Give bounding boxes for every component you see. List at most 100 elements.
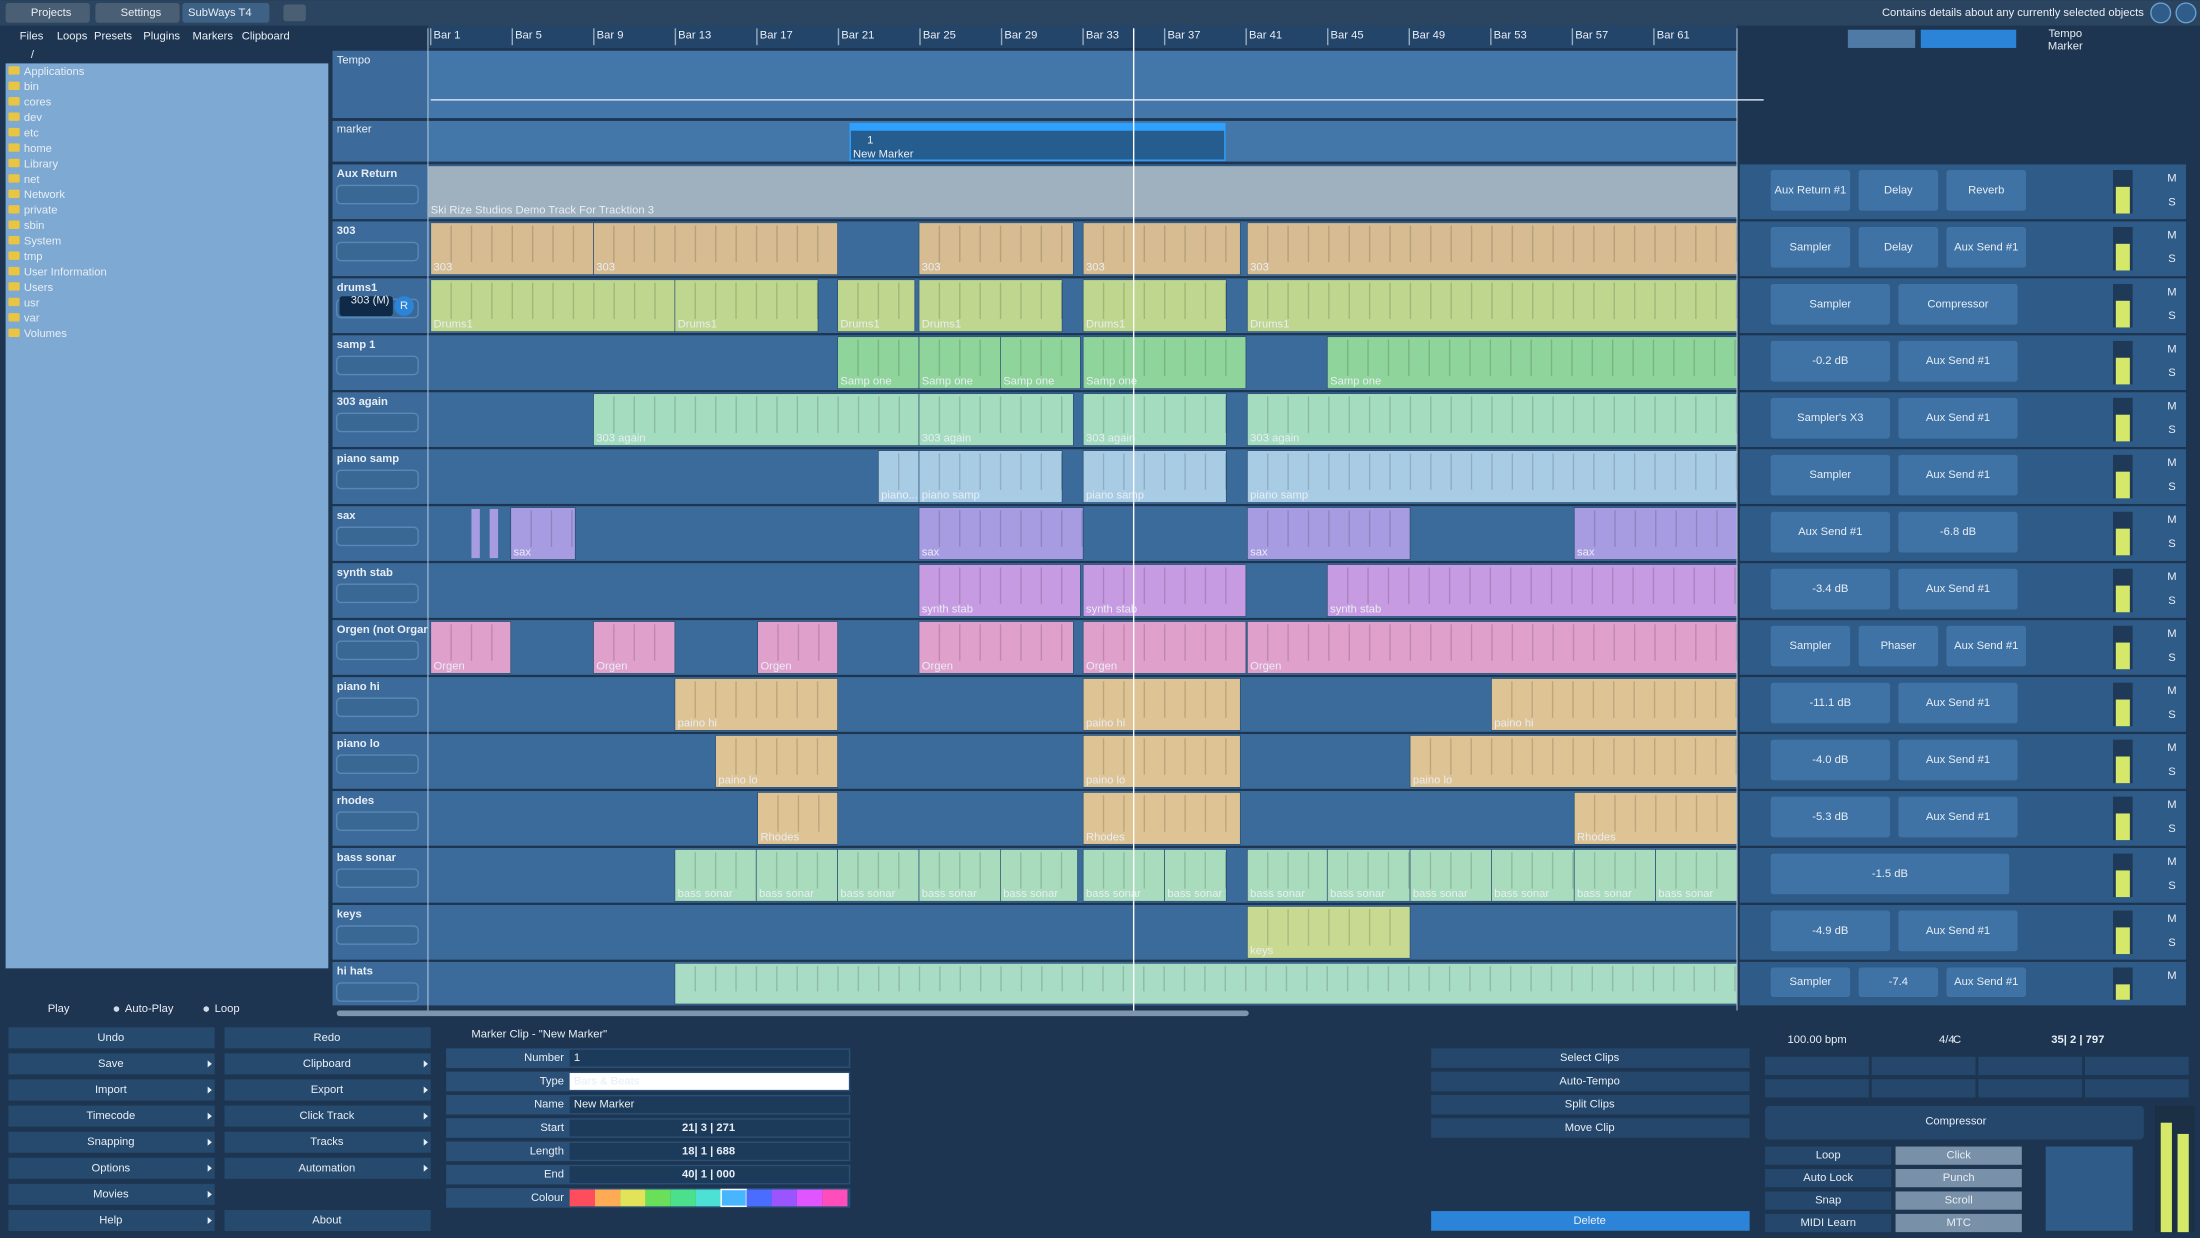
- plugin[interactable]: [1770, 511, 1890, 553]
- plugin[interactable]: [1898, 796, 2018, 838]
- toggle-button[interactable]: [1765, 1213, 1892, 1233]
- colour-swatch[interactable]: [746, 1189, 772, 1207]
- button-label[interactable]: Tracks: [310, 1136, 344, 1148]
- transport-button[interactable]: [1978, 1056, 2083, 1075]
- plugin-label[interactable]: -5.3 dB: [1812, 811, 1848, 823]
- plugin[interactable]: [1898, 340, 2018, 382]
- clip[interactable]: [1326, 849, 1411, 902]
- plugin-label[interactable]: Compressor: [1927, 298, 1988, 310]
- folder-name[interactable]: dev: [24, 112, 42, 124]
- scrollbar[interactable]: [336, 1010, 1249, 1017]
- property-field[interactable]: [569, 1096, 849, 1114]
- colour-swatch[interactable]: [695, 1189, 722, 1207]
- mute-button[interactable]: M: [2167, 571, 2176, 583]
- clip-label[interactable]: piano samp: [922, 489, 980, 501]
- toggle-label[interactable]: Punch: [1943, 1172, 1975, 1184]
- clip-label[interactable]: bass sonar: [1658, 888, 1713, 900]
- clip-label[interactable]: synth stab: [922, 603, 973, 615]
- clip-label[interactable]: bass sonar: [1250, 888, 1305, 900]
- menu-item[interactable]: Loops: [57, 31, 88, 43]
- plugin-label[interactable]: Reverb: [1968, 184, 2004, 196]
- plugin-label[interactable]: Aux Send #1: [1954, 976, 2018, 988]
- track-input[interactable]: [336, 469, 419, 490]
- clip-label[interactable]: Drums1: [434, 319, 473, 331]
- clip[interactable]: [918, 564, 1081, 617]
- button[interactable]: [224, 1027, 431, 1049]
- clip[interactable]: [918, 507, 1084, 560]
- clip-label[interactable]: Samp one: [922, 376, 973, 388]
- clip[interactable]: [757, 621, 838, 674]
- track-input[interactable]: [336, 583, 419, 604]
- colour-swatch[interactable]: [645, 1189, 671, 1207]
- solo-button[interactable]: S: [2168, 595, 2175, 607]
- help-indicator[interactable]: [2175, 2, 2197, 24]
- clip-label[interactable]: Drums1: [1086, 319, 1125, 331]
- plugin-label[interactable]: -3.4 dB: [1812, 583, 1848, 595]
- plugin[interactable]: [1898, 454, 2018, 496]
- clip-label[interactable]: paino hi: [678, 717, 717, 729]
- plugin[interactable]: [1898, 511, 2018, 553]
- clip[interactable]: [430, 621, 512, 674]
- plugin[interactable]: [1770, 568, 1890, 610]
- plugin-label[interactable]: -6.8 dB: [1940, 526, 1976, 538]
- clip[interactable]: [1246, 905, 1411, 959]
- clip-label[interactable]: paino lo: [1413, 774, 1452, 786]
- button-label[interactable]: Movies: [93, 1188, 129, 1200]
- mute-button[interactable]: M: [2167, 856, 2176, 868]
- view-toggle[interactable]: Marker: [2048, 41, 2083, 53]
- clip[interactable]: [1082, 222, 1241, 276]
- delete-button[interactable]: [1431, 1211, 1750, 1231]
- colour-swatch[interactable]: [796, 1189, 823, 1207]
- clip-label[interactable]: sax: [1250, 546, 1268, 558]
- folder-name[interactable]: Applications: [24, 66, 85, 78]
- transport-button[interactable]: [1978, 1079, 2083, 1098]
- plugin-label[interactable]: Aux Return #1: [1775, 184, 1847, 196]
- plugin[interactable]: [1770, 340, 1890, 382]
- colour-swatch[interactable]: [720, 1188, 748, 1208]
- button[interactable]: [224, 1105, 431, 1127]
- plugin-label[interactable]: Aux Send #1: [1926, 583, 1990, 595]
- clip-label[interactable]: Rhodes: [1577, 831, 1616, 843]
- solo-button[interactable]: S: [2168, 481, 2175, 493]
- clip-label[interactable]: Drums1: [678, 319, 717, 331]
- mute-button[interactable]: M: [2167, 799, 2176, 811]
- plugin-label[interactable]: Aux Send #1: [1926, 469, 1990, 481]
- clip[interactable]: [715, 735, 838, 788]
- plugin[interactable]: [1770, 910, 1890, 952]
- clip[interactable]: [593, 393, 920, 446]
- action-button[interactable]: [1431, 1118, 1750, 1138]
- mute-button[interactable]: M: [2167, 685, 2176, 697]
- plugin[interactable]: [1898, 283, 2018, 325]
- plugin-label[interactable]: Delay: [1884, 184, 1913, 196]
- toggle-button[interactable]: [1895, 1146, 2022, 1165]
- folder-name[interactable]: cores: [24, 97, 52, 109]
- track-input[interactable]: [336, 754, 419, 775]
- plugin-label[interactable]: Aux Send #1: [1954, 640, 2018, 652]
- button-label[interactable]: Save: [98, 1058, 124, 1070]
- button-label[interactable]: Click Track: [299, 1110, 354, 1122]
- clip-label[interactable]: bass sonar: [1577, 888, 1632, 900]
- clip-label[interactable]: Drums1: [1250, 319, 1289, 331]
- folder-name[interactable]: User Information: [24, 266, 107, 278]
- clip[interactable]: [757, 792, 838, 845]
- clip-label[interactable]: Samp one: [1330, 376, 1381, 388]
- plugin-label[interactable]: Aux Send #1: [1926, 811, 1990, 823]
- clip[interactable]: [837, 336, 920, 389]
- plugin-label[interactable]: -1.5 dB: [1872, 868, 1908, 880]
- clip-label[interactable]: bass sonar: [678, 888, 733, 900]
- radio[interactable]: [113, 1006, 120, 1012]
- toggle-button[interactable]: [1765, 1191, 1892, 1210]
- tab[interactable]: [5, 3, 90, 23]
- clip[interactable]: [1409, 849, 1492, 902]
- button[interactable]: [8, 1027, 215, 1049]
- clip[interactable]: [918, 450, 1063, 503]
- button[interactable]: [8, 1079, 215, 1101]
- mute-button[interactable]: M: [2167, 400, 2176, 412]
- colour-swatch[interactable]: [822, 1189, 848, 1207]
- clip[interactable]: [918, 621, 1074, 674]
- clip-label[interactable]: synth stab: [1330, 603, 1381, 615]
- clip[interactable]: [1082, 393, 1227, 446]
- transport-button[interactable]: [1765, 1056, 1869, 1075]
- clip[interactable]: [593, 621, 676, 674]
- property-field[interactable]: [569, 1142, 849, 1160]
